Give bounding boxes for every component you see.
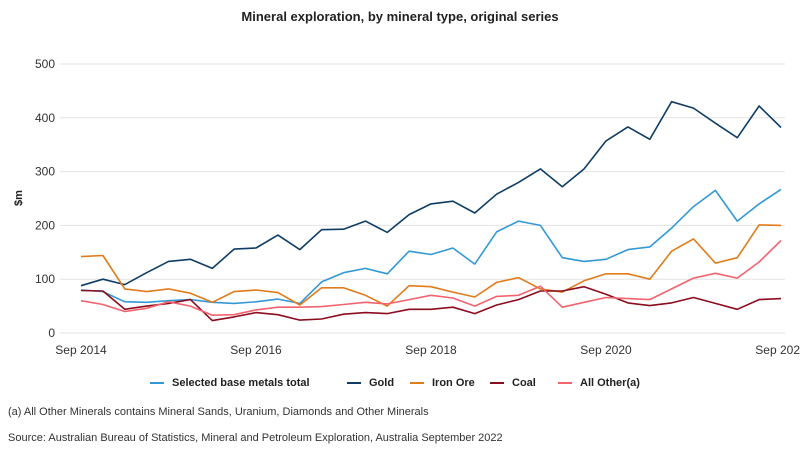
legend-label: All Other(a): [580, 377, 640, 389]
footnote: (a) All Other Minerals contains Mineral …: [8, 406, 429, 418]
series-line-iron-ore[interactable]: [80, 224, 782, 307]
legend-label: Iron Ore: [432, 377, 475, 389]
series-line-selected-base-metals-total[interactable]: [80, 188, 782, 305]
y-tick-label: 400: [35, 111, 55, 125]
gridlines: [60, 63, 785, 334]
x-tick-label: Sep 2016: [230, 343, 282, 357]
y-tick-label: 0: [48, 326, 55, 340]
y-axis-label: $m: [13, 190, 25, 206]
x-axis-ticks: Sep 2014 Sep 2016 Sep 2018 Sep 2020 Sep 2022: [55, 343, 800, 357]
legend-item-iron-ore[interactable]: Iron Ore: [410, 372, 475, 394]
series-line-coal[interactable]: [80, 285, 782, 322]
y-tick-label: 500: [35, 57, 55, 71]
legend-swatch-base-metals: [150, 382, 164, 384]
x-tick-label: Sep 2020: [580, 343, 632, 357]
y-tick-label: 200: [35, 218, 55, 232]
legend-label: Gold: [369, 377, 395, 389]
y-tick-label: 300: [35, 165, 55, 179]
legend: Selected base metals total Gold Iron Ore…: [0, 372, 800, 394]
y-axis-ticks: 0 100 200 300 400 500: [35, 57, 55, 340]
legend-label: Coal: [512, 377, 536, 389]
legend-item-coal[interactable]: Coal: [490, 372, 536, 394]
legend-swatch-gold: [347, 382, 361, 384]
chart-title: Mineral exploration, by mineral type, or…: [241, 9, 559, 24]
legend-item-gold[interactable]: Gold: [347, 372, 394, 394]
series-line-all-other-a[interactable]: [80, 239, 782, 317]
x-tick-label: Sep 2018: [405, 343, 457, 357]
series-line-gold[interactable]: [80, 100, 782, 287]
series-lines: [80, 100, 782, 322]
legend-label: Selected base metals total: [172, 377, 310, 389]
legend-swatch-iron-ore: [410, 382, 424, 384]
legend-swatch-all-other: [558, 382, 572, 384]
legend-swatch-coal: [490, 382, 504, 384]
legend-item-base-metals[interactable]: Selected base metals total: [150, 372, 310, 394]
legend-item-all-other[interactable]: All Other(a): [558, 372, 640, 394]
y-tick-label: 100: [35, 272, 55, 286]
x-tick-label: Sep 2022: [755, 343, 800, 357]
source-note: Source: Australian Bureau of Statistics,…: [8, 432, 503, 444]
x-tick-label: Sep 2014: [55, 343, 107, 357]
